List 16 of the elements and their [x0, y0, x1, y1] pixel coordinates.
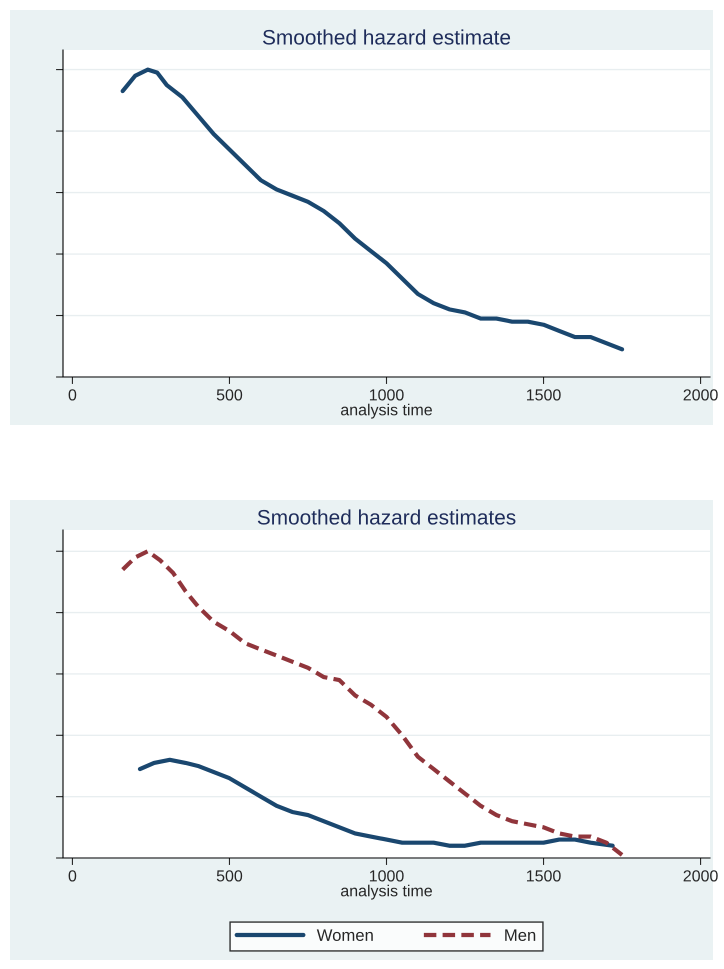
chart-title: Smoothed hazard estimate: [262, 29, 510, 45]
x-tick-label: 1000: [370, 870, 404, 882]
x-tick-label: 2000: [684, 870, 718, 882]
x-axis-title: analysis time: [341, 404, 432, 419]
legend-label: Men: [505, 929, 536, 941]
legend-label: Women: [316, 929, 373, 941]
x-tick-label: 0: [68, 389, 76, 401]
x-tick-label: 500: [216, 389, 242, 401]
x-tick-label: 1500: [526, 389, 561, 401]
x-tick-label: 2000: [684, 389, 718, 401]
x-tick-label: 1500: [526, 870, 561, 882]
chart-title: Smoothed hazard estimates: [258, 509, 516, 525]
x-tick-label: 0: [68, 870, 76, 882]
x-axis-title: analysis time: [341, 884, 432, 900]
x-tick-label: 500: [216, 870, 242, 882]
x-tick-label: 1000: [370, 389, 404, 401]
